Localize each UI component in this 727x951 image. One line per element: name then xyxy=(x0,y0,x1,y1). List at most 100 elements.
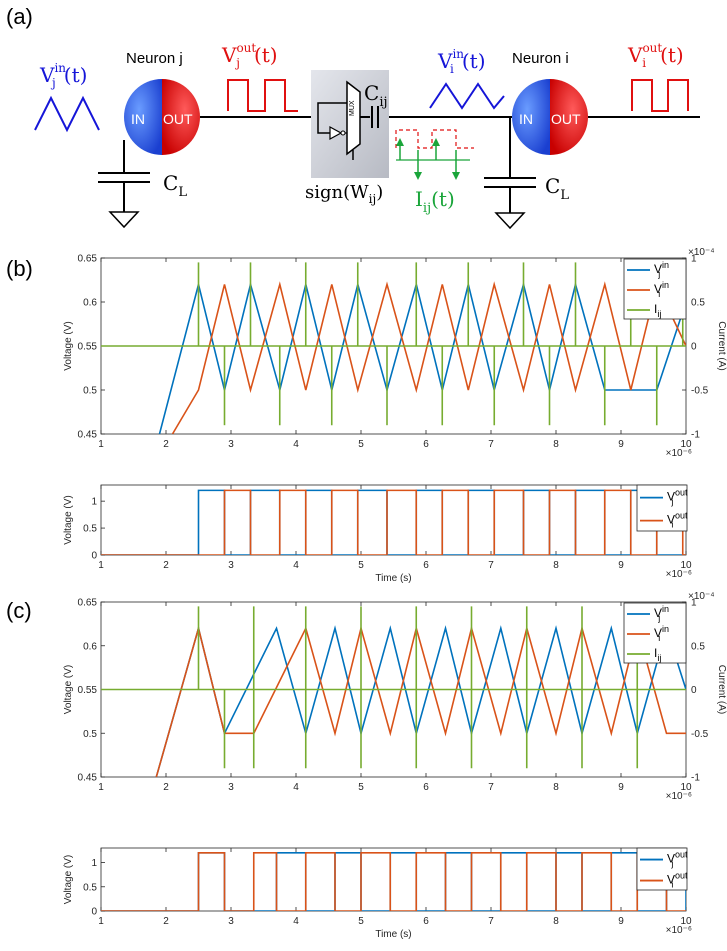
x-tick-label: 6 xyxy=(423,439,429,450)
x-tick-label: 7 xyxy=(488,916,494,927)
y-axis-label: Voltage (V) xyxy=(63,855,74,904)
circuit-panel: (a) Vin j (t) Neuron j IN OUT Vout j (t) MUX xyxy=(6,4,700,230)
legend-label: Vout i xyxy=(667,871,688,890)
label-vi-in: Vin i (t) xyxy=(437,47,486,76)
label-vj-out: Vout j (t) xyxy=(221,41,278,70)
series-pulse-v-i-out xyxy=(101,852,686,911)
y-axis-label: Voltage (V) xyxy=(63,665,74,714)
neuron-j-out-text: OUT xyxy=(163,111,193,127)
label-cl-left: CL xyxy=(163,171,187,200)
series-pulse-v-i-out xyxy=(101,489,686,555)
x-tick-label: 8 xyxy=(553,916,559,927)
label-iij: Iij(t) xyxy=(415,187,455,216)
y-axis-label: Voltage (V) xyxy=(63,321,74,370)
x-tick-label: 1 xyxy=(98,560,104,571)
y2-tick-label: -0.5 xyxy=(691,386,709,397)
panel-label-b: (b) xyxy=(6,256,33,281)
x-tick-label: 4 xyxy=(293,916,299,927)
x-tick-label: 5 xyxy=(358,782,364,793)
legend-box xyxy=(636,847,688,891)
panel-label-a: (a) xyxy=(6,4,33,29)
x-tick-label: 7 xyxy=(488,782,494,793)
y2-tick-label: 1 xyxy=(691,598,697,609)
x-tick-label: 4 xyxy=(293,560,299,571)
y2-tick-label: -0.5 xyxy=(691,729,709,740)
y-tick-label: 1 xyxy=(91,497,97,508)
legend-box xyxy=(636,484,688,532)
x-tick-label: 3 xyxy=(228,560,234,571)
y2-tick-label: 1 xyxy=(691,254,697,265)
x-exponent-label: ×10⁻⁶ xyxy=(666,791,692,802)
y2-tick-label: 0 xyxy=(691,342,697,353)
plot-b-bottom: 1 2 3 4 5 6 7 8 9 10×10⁻⁶ 0 0.5 1 Voltage (V) Time (s)… xyxy=(63,484,692,584)
x-tick-label: 1 xyxy=(98,782,104,793)
x-tick-label: 8 xyxy=(553,560,559,571)
x-tick-label: 6 xyxy=(423,560,429,571)
plot-area xyxy=(100,484,687,556)
x-tick-label: 6 xyxy=(423,782,429,793)
input-triangle-wave-right xyxy=(429,82,505,110)
mux-text: MUX xyxy=(349,100,356,116)
plot-c-bottom: 1 2 3 4 5 6 7 8 9 10×10⁻⁶ 0 0.5 1 Voltage (V) Time (s)… xyxy=(63,847,692,940)
x-tick-label: 10 xyxy=(680,782,692,793)
y-tick-label: 0 xyxy=(91,907,97,918)
x-tick-label: 1 xyxy=(98,916,104,927)
label-cij: Cij xyxy=(364,81,388,110)
y-tick-label: 0.5 xyxy=(83,524,97,535)
neuron-j-in-text: IN xyxy=(131,111,145,127)
neuron-j: IN OUT xyxy=(124,79,200,155)
plot-b-top: 1 2 3 4 5 6 7 8 9 10×10⁻⁶0.450.50.550.60.65Voltag… xyxy=(63,247,727,459)
y2-axis-label: Current (A) xyxy=(716,665,727,714)
x-tick-label: 9 xyxy=(618,439,624,450)
x-tick-label: 3 xyxy=(228,782,234,793)
series-group xyxy=(101,606,686,777)
series-line-v-j-in xyxy=(155,625,686,777)
neuron-i-in-text: IN xyxy=(519,111,533,127)
capacitor-cij xyxy=(371,106,379,128)
x-tick-label: 8 xyxy=(553,439,559,450)
mux-block: MUX xyxy=(311,70,389,178)
y-tick-label: 0 xyxy=(91,551,97,562)
y-tick-label: 0.65 xyxy=(78,598,98,609)
neuron-i-out-text: OUT xyxy=(551,111,581,127)
x-tick-label: 7 xyxy=(488,439,494,450)
y2-tick-label: -1 xyxy=(691,430,700,441)
x-tick-label: 8 xyxy=(553,782,559,793)
x-tick-label: 10 xyxy=(680,439,692,450)
current-pulse-icon xyxy=(395,129,474,180)
x-tick-label: 1 xyxy=(98,439,104,450)
y-tick-label: 0.5 xyxy=(83,882,97,893)
x-tick-label: 6 xyxy=(423,916,429,927)
legend-box xyxy=(623,602,687,664)
y-tick-label: 0.5 xyxy=(83,729,97,740)
label-sign-wij: sign(Wij) xyxy=(305,182,383,206)
series-pulse-v-j-out xyxy=(101,489,686,555)
legend: Vout j Vout i xyxy=(636,847,688,891)
y2-tick-label: -1 xyxy=(691,773,700,784)
y-axis-label: Voltage (V) xyxy=(63,495,74,544)
label-vi-out: Vout i (t) xyxy=(627,41,684,70)
y-tick-label: 0.55 xyxy=(78,342,98,353)
x-tick-label: 5 xyxy=(358,916,364,927)
legend-label: Vout j xyxy=(667,850,688,869)
label-cl-right: CL xyxy=(545,174,569,203)
x-tick-label: 4 xyxy=(293,439,299,450)
label-neuron-i: Neuron i xyxy=(512,50,569,67)
y2-axis-label: Current (A) xyxy=(716,321,727,370)
x-axis-label: Time (s) xyxy=(375,929,411,940)
legend: Vout j Vout i xyxy=(636,484,688,532)
x-tick-label: 2 xyxy=(163,782,169,793)
output-square-wave-right xyxy=(631,79,689,112)
label-neuron-j: Neuron j xyxy=(126,50,183,67)
legend-label: Vin i xyxy=(654,280,669,299)
x-tick-label: 4 xyxy=(293,782,299,793)
y2-tick-label: 0 xyxy=(691,685,697,696)
plot-area xyxy=(100,847,687,912)
y2-tick-label: 0.5 xyxy=(691,298,705,309)
x-tick-label: 7 xyxy=(488,560,494,571)
y-tick-label: 0.5 xyxy=(83,386,97,397)
series-group xyxy=(101,489,686,555)
legend-label: Vin i xyxy=(654,624,669,643)
